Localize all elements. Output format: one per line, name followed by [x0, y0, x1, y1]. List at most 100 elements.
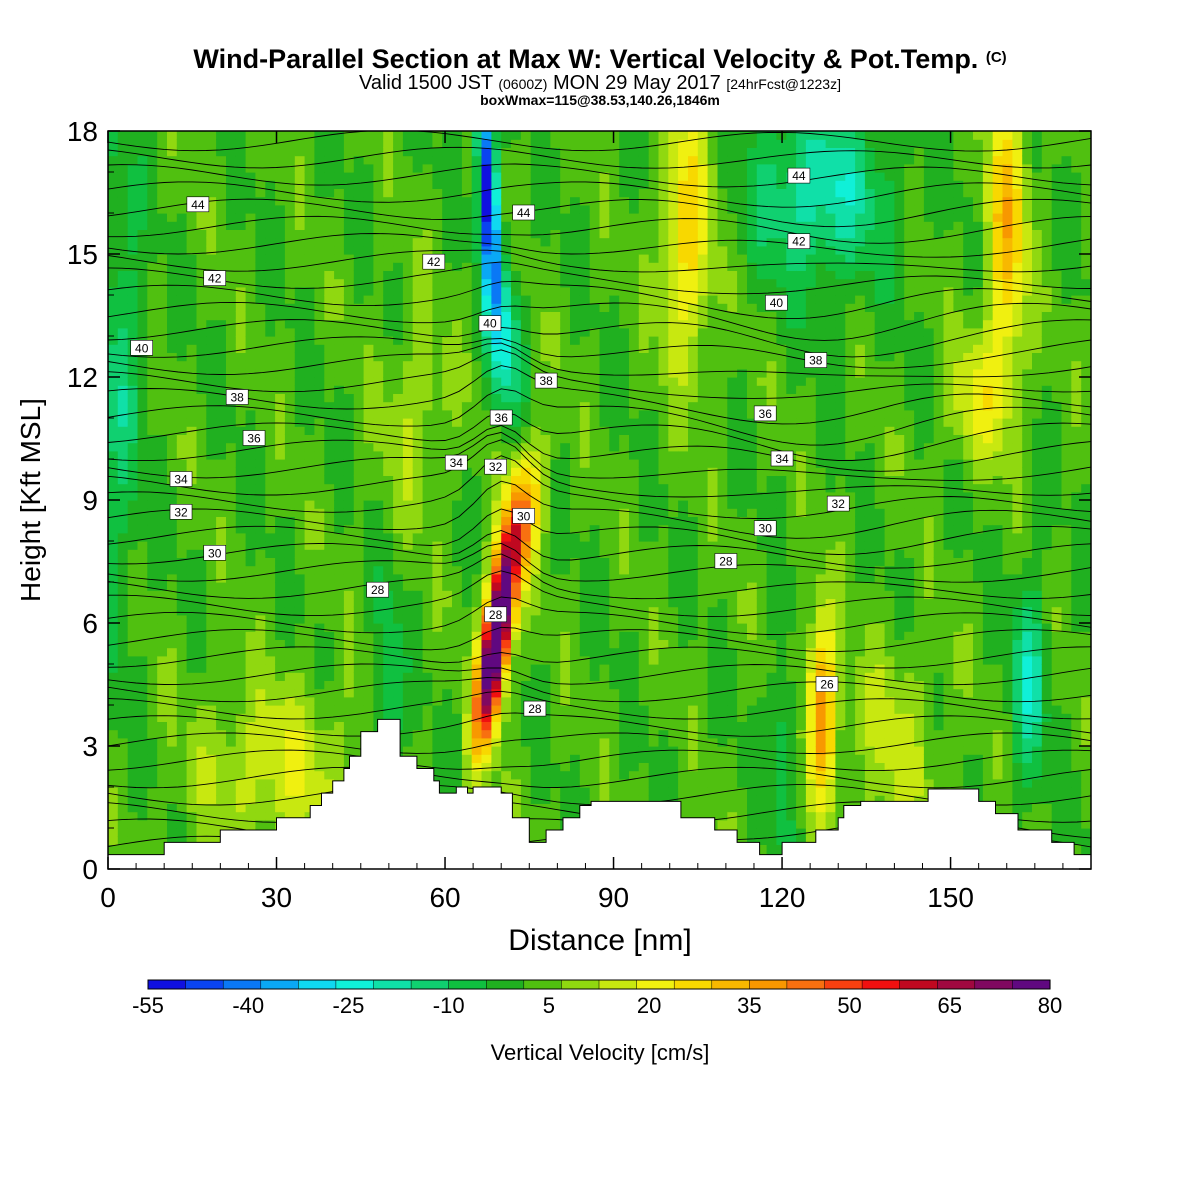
velocity-cell: [127, 295, 139, 304]
velocity-cell: [137, 524, 148, 534]
velocity-cell: [402, 467, 414, 476]
velocity-cell: [147, 139, 158, 148]
velocity-cell: [402, 541, 414, 550]
velocity-cell: [432, 655, 443, 665]
velocity-cell: [511, 172, 522, 181]
velocity-cell: [265, 196, 276, 206]
velocity-cell: [550, 500, 561, 509]
velocity-cell: [412, 204, 424, 214]
velocity-cell: [363, 508, 374, 517]
velocity-cell: [530, 811, 542, 821]
velocity-cell: [167, 237, 178, 247]
velocity-cell: [157, 254, 168, 263]
velocity-cell: [383, 401, 394, 411]
velocity-cell: [550, 360, 561, 370]
velocity-cell: [314, 360, 325, 370]
velocity-cell: [402, 721, 414, 731]
velocity-cell: [412, 221, 424, 230]
velocity-cell: [432, 204, 443, 214]
velocity-cell: [157, 532, 168, 542]
velocity-cell: [560, 188, 571, 198]
velocity-cell: [294, 204, 306, 214]
velocity-cell: [393, 188, 404, 198]
velocity-cell: [452, 196, 463, 206]
velocity-cell: [108, 418, 119, 427]
velocity-cell: [412, 729, 424, 739]
velocity-cell: [127, 819, 139, 829]
velocity-cell: [589, 204, 601, 214]
velocity-cell: [216, 778, 227, 788]
velocity-cell: [363, 680, 374, 690]
velocity-cell: [530, 541, 542, 550]
velocity-cell: [570, 688, 581, 698]
velocity-cell: [599, 491, 610, 501]
velocity-cell: [579, 442, 591, 452]
velocity-cell: [422, 696, 433, 706]
velocity-cell: [117, 327, 129, 337]
velocity-cell: [402, 139, 414, 148]
velocity-cell: [176, 172, 188, 181]
velocity-cell: [265, 401, 276, 411]
velocity-cell: [491, 557, 502, 567]
velocity-cell: [186, 155, 197, 165]
velocity-cell: [147, 655, 158, 665]
velocity-cell: [520, 639, 532, 649]
velocity-cell: [196, 360, 207, 370]
velocity-cell: [324, 254, 335, 263]
velocity-cell: [304, 541, 315, 550]
velocity-cell: [117, 213, 129, 222]
velocity-cell: [245, 582, 256, 591]
velocity-cell: [265, 147, 276, 157]
velocity-cell: [432, 196, 443, 206]
velocity-cell: [108, 221, 119, 230]
velocity-cell: [442, 746, 453, 755]
velocity-cell: [127, 557, 139, 567]
velocity-cell: [176, 368, 188, 378]
velocity-cell: [530, 131, 542, 140]
velocity-cell: [491, 705, 502, 714]
velocity-cell: [491, 696, 502, 706]
velocity-cell: [226, 582, 237, 591]
velocity-cell: [196, 385, 207, 394]
velocity-cell: [226, 442, 237, 452]
velocity-cell: [157, 565, 168, 575]
velocity-cell: [589, 541, 601, 550]
velocity-cell: [383, 213, 394, 222]
velocity-cell: [176, 450, 188, 460]
velocity-cell: [167, 311, 178, 321]
velocity-cell: [147, 188, 158, 198]
velocity-cell: [461, 680, 473, 690]
velocity-cell: [226, 295, 237, 304]
velocity-cell: [127, 393, 139, 403]
velocity-cell: [393, 262, 404, 271]
velocity-cell: [245, 204, 256, 214]
velocity-cell: [629, 557, 640, 567]
velocity-cell: [343, 672, 355, 681]
velocity-cell: [255, 286, 266, 296]
velocity-cell: [599, 565, 610, 575]
velocity-cell: [265, 409, 276, 419]
velocity-cell: [638, 746, 650, 755]
velocity-cell: [353, 311, 365, 321]
velocity-cell: [471, 582, 483, 591]
velocity-cell: [294, 754, 306, 763]
velocity-cell: [442, 688, 453, 698]
velocity-cell: [491, 491, 502, 501]
velocity-cell: [570, 131, 581, 140]
velocity-cell: [167, 434, 178, 444]
velocity-cell: [412, 491, 424, 501]
velocity-cell: [560, 139, 571, 148]
velocity-cell: [412, 327, 424, 337]
velocity-cell: [412, 696, 424, 706]
velocity-cell: [442, 532, 453, 542]
velocity-cell: [412, 401, 424, 411]
velocity-cell: [422, 295, 433, 304]
velocity-cell: [570, 590, 581, 599]
velocity-cell: [157, 393, 168, 403]
velocity-cell: [176, 680, 188, 690]
velocity-cell: [167, 705, 178, 714]
velocity-cell: [550, 393, 561, 403]
velocity-cell: [540, 721, 551, 731]
velocity-cell: [550, 245, 561, 255]
velocity-cell: [422, 491, 433, 501]
